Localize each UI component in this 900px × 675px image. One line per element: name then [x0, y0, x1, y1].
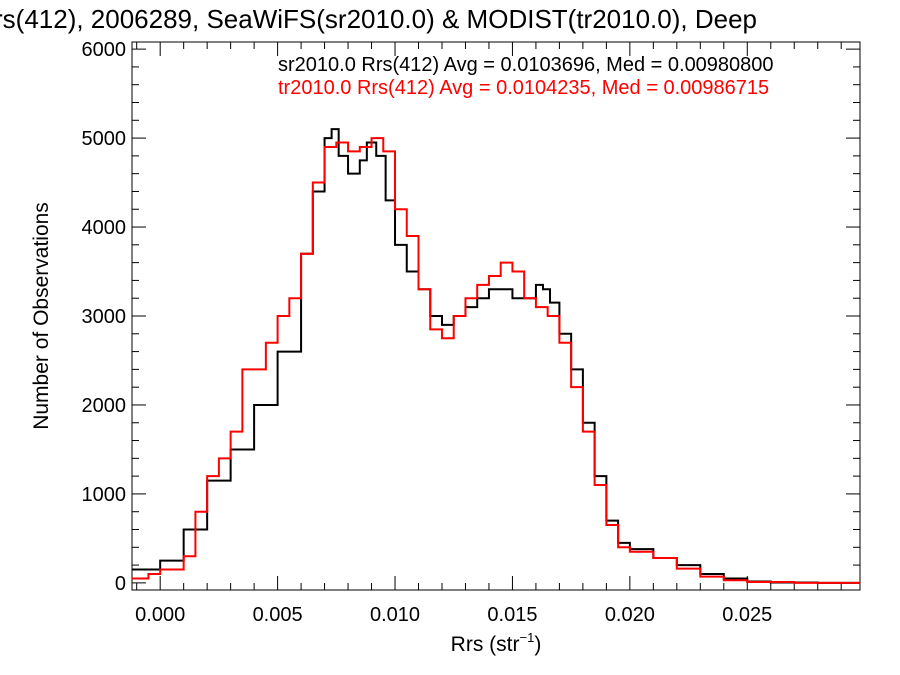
series-line-sr2010 [132, 128, 860, 584]
y-tick-label: 5000 [82, 128, 127, 150]
legend: sr2010.0 Rrs(412) Avg = 0.0103696, Med =… [278, 54, 774, 99]
x-tick-label: 0.025 [722, 604, 772, 626]
chart-title: rs(412), 2006289, SeaWiFS(sr2010.0) & MO… [0, 4, 757, 34]
x-tick-label: 0.020 [605, 604, 655, 626]
y-tick-label: 2000 [82, 395, 127, 417]
x-tick-label: 0.005 [253, 604, 303, 626]
y-tick-label: 1000 [82, 484, 127, 506]
x-tick-label: 0.015 [487, 604, 537, 626]
y-axis-tick-labels: 0 1000 2000 3000 4000 5000 6000 [82, 39, 127, 595]
y-axis-ticks [132, 48, 860, 584]
x-tick-label: 0.000 [135, 604, 185, 626]
x-tick-label: 0.010 [370, 604, 420, 626]
series-layer [132, 128, 860, 584]
y-tick-label: 0 [115, 573, 126, 595]
series-line-tr2010 [132, 137, 860, 584]
legend-entry-tr2010: tr2010.0 Rrs(412) Avg = 0.0104235, Med =… [278, 77, 769, 99]
plot-frame [131, 41, 861, 591]
x-axis-ticks [136, 42, 842, 590]
x-axis-tick-labels: 0.000 0.005 0.010 0.015 0.020 0.025 [135, 604, 772, 626]
legend-entry-sr2010: sr2010.0 Rrs(412) Avg = 0.0103696, Med =… [278, 54, 774, 76]
y-axis-label: Number of Observations [30, 202, 53, 430]
y-tick-label: 4000 [82, 217, 127, 239]
x-axis-label: Rrs (str−1) [451, 630, 542, 656]
y-tick-label: 6000 [82, 39, 127, 61]
y-tick-label: 3000 [82, 306, 127, 328]
